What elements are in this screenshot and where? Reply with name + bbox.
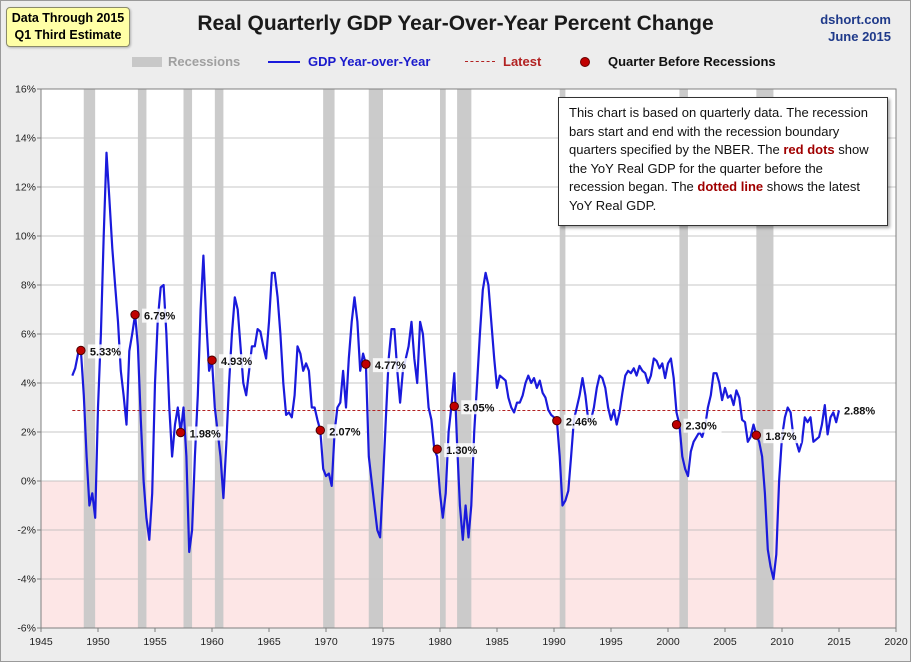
dot-label-background — [444, 443, 483, 458]
pre-recession-dot-label: 2.07% — [329, 426, 360, 438]
pre-recession-dot — [175, 427, 186, 438]
data-through-badge: Data Through 2015 Q1 Third Estimate — [6, 7, 130, 47]
note-text-2: show the YoY Real GDP for the quarter be… — [569, 142, 869, 195]
pre-recession-dot — [432, 444, 442, 454]
recession-bar — [323, 89, 335, 628]
pre-recession-dot — [552, 416, 562, 426]
y-tick-label: -6% — [17, 623, 36, 635]
x-tick-label: 1955 — [143, 636, 167, 648]
x-tick-label: 1945 — [29, 636, 53, 648]
x-tick-label: 1975 — [371, 636, 395, 648]
x-tick-label: 2000 — [656, 636, 680, 648]
legend-line-swatch — [268, 61, 300, 63]
legend-label-gdp: GDP Year-over-Year — [308, 54, 431, 69]
source-date: June 2015 — [828, 29, 891, 44]
y-tick-label: 16% — [15, 84, 36, 96]
x-tick-label: 1995 — [599, 636, 623, 648]
source-site: dshort.com — [820, 12, 891, 27]
y-tick-label: 0% — [21, 476, 36, 488]
pre-recession-dot — [76, 345, 86, 356]
pre-recession-dot-label: 1.87% — [765, 431, 796, 443]
annotation-box: This chart is based on quarterly data. T… — [558, 97, 888, 226]
y-tick-label: 4% — [21, 378, 36, 390]
y-tick-label: 2% — [21, 427, 36, 439]
pre-recession-dot-label: 2.30% — [686, 421, 717, 433]
x-tick-label: 2005 — [713, 636, 737, 648]
y-tick-label: -4% — [17, 574, 36, 586]
x-tick-label: 1980 — [428, 636, 452, 648]
legend-label-dots: Quarter Before Recessions — [608, 54, 776, 69]
pre-recession-dot — [130, 309, 140, 320]
legend-label-latest: Latest — [503, 54, 542, 69]
pre-recession-dot-label: 1.98% — [190, 428, 221, 440]
x-tick-label: 1965 — [257, 636, 281, 648]
source-credit: dshort.com June 2015 — [820, 11, 891, 45]
y-tick-label: 10% — [15, 231, 36, 243]
badge-line-1: Data Through 2015 — [11, 11, 125, 25]
dot-label-background — [142, 308, 181, 323]
note-text-3: shows the latest YoY Real GDP. — [569, 179, 860, 213]
recession-bar — [137, 89, 147, 628]
dot-label-background — [563, 414, 602, 429]
pre-recession-dot — [207, 355, 217, 365]
pre-recession-dot-label: 4.93% — [221, 356, 252, 368]
y-tick-label: -2% — [17, 525, 36, 537]
y-tick-label: 8% — [21, 280, 36, 292]
badge-line-2: Q1 Third Estimate — [14, 28, 122, 42]
pre-recession-dot-label: 1.30% — [446, 445, 477, 457]
pre-recession-dot — [671, 419, 682, 430]
pre-recession-dot — [751, 430, 762, 440]
plot-border — [40, 88, 897, 629]
legend-label-recessions: Recessions — [168, 54, 241, 69]
pre-recession-dot-label: 6.79% — [144, 311, 175, 323]
pre-recession-dot-label: 4.77% — [375, 360, 406, 372]
x-tick-label: 1990 — [542, 636, 566, 648]
recession-bar — [559, 89, 566, 628]
dot-label-background — [683, 418, 722, 433]
dot-label-background — [372, 358, 411, 373]
pre-recession-dot-label: 5.33% — [90, 346, 121, 358]
x-tick-label: 1960 — [200, 636, 224, 648]
recession-bar — [679, 89, 688, 628]
x-tick-label: 1970 — [314, 636, 338, 648]
chart-title: Real Quarterly GDP Year-Over-Year Percen… — [197, 12, 714, 35]
pre-recession-dot-label: 3.05% — [463, 402, 494, 414]
recession-bar — [440, 89, 446, 628]
pre-recession-dot — [449, 401, 459, 411]
legend-recession-swatch — [132, 57, 162, 67]
legend-dotted-swatch — [465, 61, 495, 62]
y-tick-label: 6% — [21, 329, 36, 341]
pre-recession-dot — [315, 425, 325, 435]
note-highlight-dotted-line: dotted line — [697, 179, 764, 195]
dot-label-background — [187, 426, 226, 441]
x-tick-label: 2015 — [827, 636, 851, 648]
x-tick-label: 1985 — [485, 636, 509, 648]
y-tick-label: 14% — [15, 133, 36, 145]
latest-value-label: 2.88% — [844, 405, 875, 417]
x-tick-label: 2020 — [884, 636, 908, 648]
x-tick-label: 2010 — [770, 636, 794, 648]
dot-label-background — [327, 424, 366, 439]
recession-bar — [183, 89, 193, 628]
dot-label-background — [219, 354, 257, 369]
legend-dot-swatch — [580, 57, 590, 67]
dot-label-background — [461, 400, 500, 415]
note-text-1: This chart is based on quarterly data. T… — [569, 105, 868, 158]
dot-label-background — [87, 344, 126, 359]
x-tick-label: 1950 — [86, 636, 110, 648]
note-highlight-red-dots: red dots — [783, 142, 835, 158]
pre-recession-dot — [361, 359, 371, 369]
dot-label-background — [763, 429, 802, 444]
y-tick-label: 12% — [15, 182, 36, 194]
pre-recession-dot-label: 2.46% — [566, 417, 597, 429]
recession-bar — [457, 89, 472, 628]
recession-bar — [83, 89, 96, 628]
